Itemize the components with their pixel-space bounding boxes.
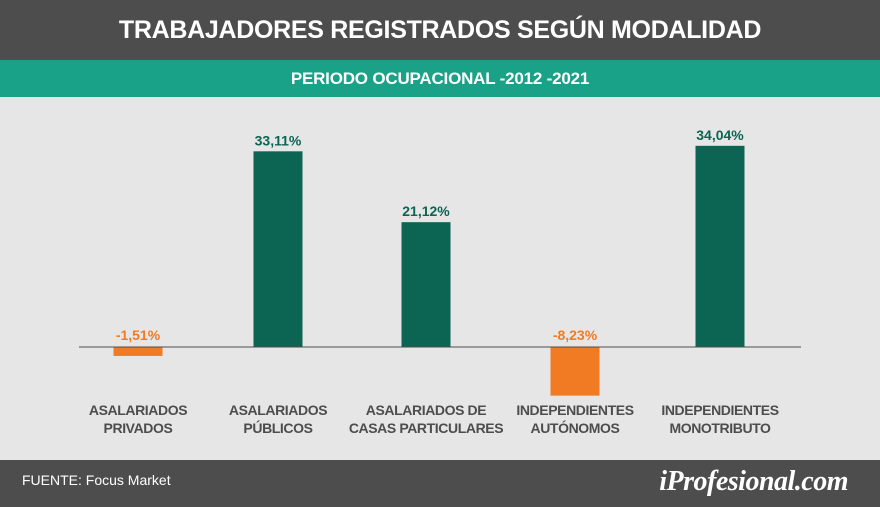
category-label-5: INDEPENDIENTES MONOTRIBUTO [661, 402, 778, 436]
category-label-line: AUTÓNOMOS [531, 419, 620, 436]
category-label-line: ASALARIADOS [229, 402, 327, 418]
subtitle-bar: PERIODO OCUPACIONAL -2012 -2021 [0, 60, 880, 97]
title-bar: TRABAJADORES REGISTRADOS SEGÚN MODALIDAD [0, 0, 880, 60]
chart-subtitle: PERIODO OCUPACIONAL -2012 -2021 [290, 68, 590, 88]
bar-3 [401, 222, 451, 347]
bar-2 [253, 151, 303, 347]
category-label-line: CASAS PARTICULARES [349, 420, 503, 436]
source-note: FUENTE: Focus Market [22, 472, 171, 488]
category-label-line: PRIVADOS [104, 420, 173, 436]
category-label-line: INDEPENDIENTES [661, 402, 778, 418]
data-label-3: 21,12% [402, 203, 450, 219]
category-label-1: ASALARIADOS PRIVADOS [89, 402, 187, 436]
category-label-line: INDEPENDIENTES [516, 402, 633, 418]
data-label-1: -1,51% [116, 327, 161, 343]
bar-4 [550, 347, 600, 396]
category-label-line: ASALARIADOS [89, 402, 187, 418]
plot-area: -1,51% ASALARIADOS PRIVADOS 33,11% ASALARIAD… [0, 97, 880, 460]
category-label-2: ASALARIADOS PÚBLICOS [229, 402, 327, 436]
brand-logo: iProfesional.com [659, 466, 848, 497]
bar-5 [695, 145, 745, 347]
category-label-3: ASALARIADOS DE CASAS PARTICULARES [349, 402, 503, 436]
data-label-4: -8,23% [553, 327, 598, 343]
data-label-5: 34,04% [696, 127, 744, 143]
category-label-line: PÚBLICOS [243, 419, 312, 436]
data-label-2: 33,11% [255, 132, 302, 148]
category-label-line: MONOTRIBUTO [669, 420, 771, 436]
chart-title: TRABAJADORES REGISTRADOS SEGÚN MODALIDAD [118, 15, 762, 44]
category-label-line: ASALARIADOS DE [366, 402, 486, 418]
bar-chart: -1,51% ASALARIADOS PRIVADOS 33,11% ASALARIAD… [79, 127, 801, 436]
category-label-4: INDEPENDIENTES AUTÓNOMOS [516, 402, 633, 436]
footer: FUENTE: Focus Market iProfesional.com [0, 460, 880, 507]
bar-1 [113, 347, 163, 356]
